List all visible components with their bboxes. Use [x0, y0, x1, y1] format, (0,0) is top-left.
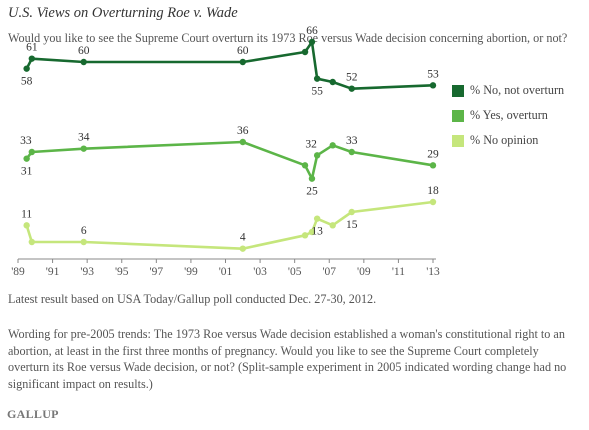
data-label: 15 [346, 219, 358, 231]
data-point [239, 245, 246, 252]
data-point [348, 148, 355, 156]
data-label: 32 [305, 138, 317, 150]
x-tick-label: '99 [184, 266, 198, 278]
x-tick-label: '91 [46, 266, 60, 278]
x-tick-label: '93 [80, 266, 94, 278]
chart-legend: % No, not overturn % Yes, overturn % No op… [452, 78, 564, 153]
legend-item: % No, not overturn [452, 78, 564, 103]
data-point [313, 215, 321, 222]
data-point [80, 238, 87, 246]
data-label: 66 [306, 25, 318, 37]
data-point [23, 222, 30, 229]
data-label: 11 [21, 208, 32, 220]
data-label: 52 [346, 72, 358, 84]
data-label: 34 [78, 132, 90, 144]
data-point [301, 162, 309, 169]
chart-subtitle: Would you like to see the Supreme Court … [8, 31, 568, 45]
x-tick-label: '07 [322, 266, 336, 278]
data-label: 29 [427, 148, 439, 160]
data-point [348, 208, 355, 216]
legend-swatch [452, 109, 464, 122]
data-point [28, 238, 36, 246]
data-label: 33 [20, 135, 32, 147]
data-point [313, 152, 321, 159]
chart-title: U.S. Views on Overturning Roe v. Wade [8, 5, 238, 21]
data-label: 55 [311, 86, 323, 98]
data-point [308, 228, 316, 236]
x-tick-label: '01 [219, 266, 233, 278]
series-line [25, 140, 434, 180]
data-label: 18 [427, 185, 439, 197]
line-chart: '89 '91 '93 '95 '97 '99 '01 '03 '05 '07 '09 '11 '13 5… [11, 25, 440, 278]
data-point [23, 65, 30, 72]
legend-swatch [452, 134, 464, 147]
data-point [28, 148, 36, 156]
data-label: 4 [240, 232, 246, 244]
wording-note: Wording for pre-2005 trends: The 1973 Ro… [8, 327, 567, 391]
data-point [313, 75, 321, 82]
data-label: 60 [237, 45, 249, 57]
data-label: 13 [311, 226, 323, 238]
data-point [329, 78, 336, 86]
data-point [329, 142, 336, 149]
data-point [429, 82, 437, 89]
gallup-logo: GALLUP [7, 407, 59, 421]
data-point [348, 85, 355, 92]
data-point [239, 138, 246, 146]
legend-item: % Yes, overturn [452, 103, 564, 128]
x-tick-label: '13 [426, 266, 440, 278]
x-tick-label: '03 [253, 266, 267, 278]
data-label: 6 [81, 225, 87, 237]
legend-label: % Yes, overturn [470, 108, 548, 122]
legend-label: % No opinion [470, 133, 539, 147]
data-point [23, 155, 30, 162]
data-point [301, 232, 309, 239]
series-line [25, 40, 434, 90]
x-tick-label: '95 [115, 266, 129, 278]
data-point [80, 58, 87, 66]
data-point [28, 55, 36, 62]
latest-result-note: Latest result based on USA Today/Gallup … [8, 292, 377, 306]
legend-label: % No, not overturn [470, 83, 565, 97]
data-point [429, 162, 437, 169]
data-label: 61 [26, 42, 38, 54]
x-tick-label: '89 [11, 266, 25, 278]
data-label: 60 [78, 45, 90, 57]
data-label: 53 [427, 68, 439, 80]
data-point [308, 38, 316, 46]
data-point [308, 175, 316, 182]
data-label: 31 [21, 166, 33, 178]
legend-item: % No opinion [452, 128, 564, 153]
data-label: 25 [306, 186, 318, 198]
data-point [239, 58, 246, 66]
series-line [25, 200, 434, 250]
data-point [429, 198, 437, 206]
data-point [301, 48, 309, 56]
x-tick-label: '05 [288, 266, 302, 278]
data-point [329, 222, 336, 229]
data-label: 58 [21, 76, 33, 88]
data-label: 36 [237, 125, 249, 137]
x-tick-label: '09 [357, 266, 371, 278]
legend-swatch [452, 84, 464, 97]
data-point [80, 145, 87, 152]
data-label: 33 [346, 135, 358, 147]
x-tick-label: '97 [150, 266, 164, 278]
x-tick-label: '11 [392, 266, 405, 278]
